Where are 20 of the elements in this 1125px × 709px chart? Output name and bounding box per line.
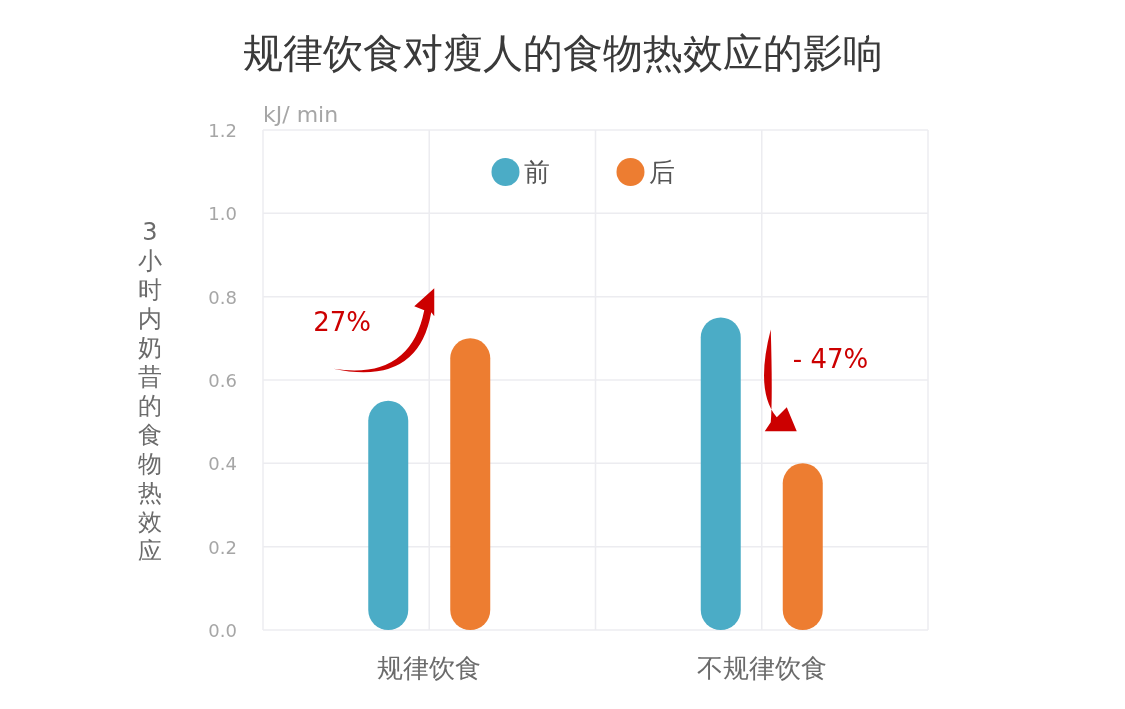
y-tick-label: 0.4 [208, 453, 237, 475]
annotation: 27% [313, 306, 372, 337]
y-tick-label: 0.0 [208, 620, 237, 641]
bar [450, 338, 491, 630]
bar [782, 463, 823, 630]
text: kJ/ min [263, 102, 339, 127]
y-tick-label: 0.2 [208, 536, 237, 558]
bar [700, 317, 741, 630]
y-tick-label: 1.0 [208, 203, 237, 225]
y-tick-label: 1.2 [208, 120, 237, 141]
legend-label: 后 [648, 157, 675, 187]
legend-label: 前 [523, 157, 550, 187]
bar [368, 400, 409, 630]
text: 3小时内奶昔的食物热效应 [138, 218, 162, 565]
x-tick-label: 不规律饮食 [696, 653, 827, 683]
y-tick-label: 0.6 [208, 370, 237, 391]
annotation: - 47% [792, 343, 869, 374]
y-tick-label: 0.8 [208, 286, 237, 308]
x-tick-label: 规律饮食 [377, 653, 482, 683]
chart-title: 规律饮食对瘦人的食物热效应的影响 [242, 30, 883, 76]
